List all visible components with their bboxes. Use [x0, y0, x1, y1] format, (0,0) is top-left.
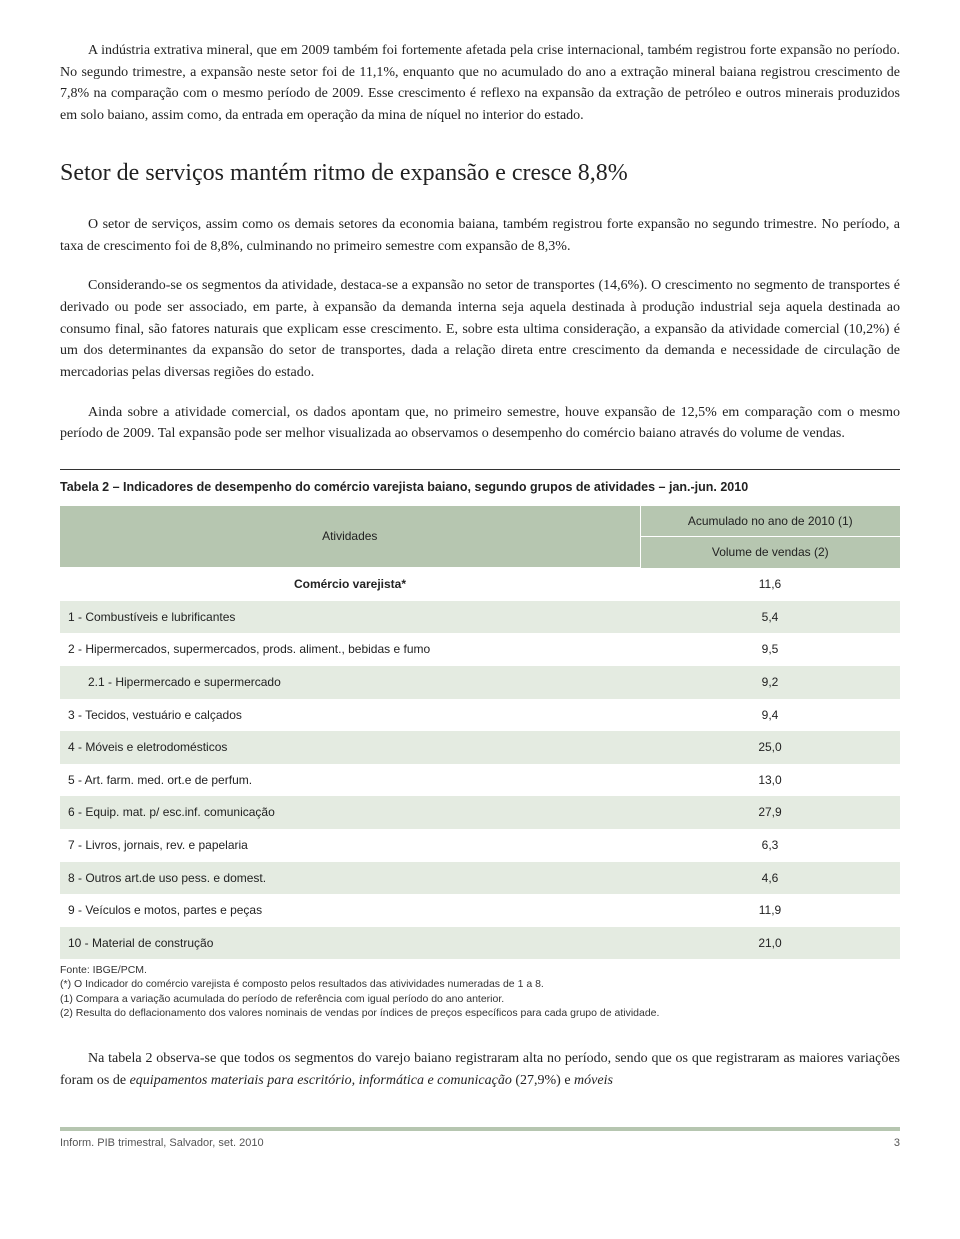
table-cell-label: 2 - Hipermercados, supermercados, prods.… — [60, 633, 640, 666]
table-row: 2.1 - Hipermercado e supermercado9,2 — [60, 666, 900, 699]
table-cell-label: 4 - Móveis e eletrodomésticos — [60, 731, 640, 764]
table-cell-value: 13,0 — [640, 764, 900, 797]
table-body: Atividades Acumulado no ano de 2010 (1) … — [60, 506, 900, 960]
footer-page-number: 3 — [894, 1135, 900, 1152]
closing-text-b: (27,9%) e — [512, 1073, 574, 1088]
table-cell-value: 21,0 — [640, 927, 900, 960]
table-row: 2 - Hipermercados, supermercados, prods.… — [60, 633, 900, 666]
table-cell-label: 7 - Livros, jornais, rev. e papelaria — [60, 829, 640, 862]
paragraph-4: Ainda sobre a atividade comercial, os da… — [60, 402, 900, 445]
table-header-activities: Atividades — [60, 506, 640, 568]
table-cell-label: 6 - Equip. mat. p/ esc.inf. comunicação — [60, 796, 640, 829]
table-cell-label: 1 - Combustíveis e lubrificantes — [60, 601, 640, 634]
table-row: 3 - Tecidos, vestuário e calçados9,4 — [60, 699, 900, 732]
table-row: 8 - Outros art.de uso pess. e domest.4,6 — [60, 862, 900, 895]
footnote-line: (*) O Indicador do comércio varejista é … — [60, 977, 900, 991]
table-footnotes: Fonte: IBGE/PCM.(*) O Indicador do comér… — [60, 963, 900, 1020]
table-cell-value: 27,9 — [640, 796, 900, 829]
closing-em-2: móveis — [574, 1073, 613, 1088]
table-cell-value: 9,5 — [640, 633, 900, 666]
table-header-volume: Volume de vendas (2) — [640, 537, 900, 568]
table-row: 10 - Material de construção21,0 — [60, 927, 900, 960]
paragraph-2: O setor de serviços, assim como os demai… — [60, 214, 900, 257]
table-cell-value: 9,4 — [640, 699, 900, 732]
footnote-line: (1) Compara a variação acumulada do perí… — [60, 992, 900, 1006]
table-cell-label: 9 - Veículos e motos, partes e peças — [60, 894, 640, 927]
table-row: 4 - Móveis e eletrodomésticos25,0 — [60, 731, 900, 764]
footer-left: Inform. PIB trimestral, Salvador, set. 2… — [60, 1135, 264, 1152]
table-cell-label: 2.1 - Hipermercado e supermercado — [60, 666, 640, 699]
table-row: Comércio varejista*11,6 — [60, 568, 900, 601]
table-cell-value: 9,2 — [640, 666, 900, 699]
table-2: Tabela 2 – Indicadores de desempenho do … — [60, 469, 900, 1020]
table-header-accum: Acumulado no ano de 2010 (1) — [640, 506, 900, 537]
table-cell-value: 5,4 — [640, 601, 900, 634]
table-cell-label: 8 - Outros art.de uso pess. e domest. — [60, 862, 640, 895]
paragraph-1: A indústria extrativa mineral, que em 20… — [60, 40, 900, 127]
table-row: 1 - Combustíveis e lubrificantes5,4 — [60, 601, 900, 634]
table-cell-value: 25,0 — [640, 731, 900, 764]
table-cell-value: 6,3 — [640, 829, 900, 862]
table-row: 5 - Art. farm. med. ort.e de perfum.13,0 — [60, 764, 900, 797]
table-row: 7 - Livros, jornais, rev. e papelaria6,3 — [60, 829, 900, 862]
footnote-line: (2) Resulta do deflacionamento dos valor… — [60, 1006, 900, 1020]
table-cell-value: 11,9 — [640, 894, 900, 927]
table-title: Tabela 2 – Indicadores de desempenho do … — [60, 470, 900, 505]
table-cell-label: 10 - Material de construção — [60, 927, 640, 960]
table-cell-value: 11,6 — [640, 568, 900, 601]
section-heading: Setor de serviços mantém ritmo de expans… — [60, 155, 900, 192]
closing-paragraph: Na tabela 2 observa-se que todos os segm… — [60, 1048, 900, 1091]
table-cell-label: Comércio varejista* — [60, 568, 640, 601]
table-cell-label: 5 - Art. farm. med. ort.e de perfum. — [60, 764, 640, 797]
table-row: 6 - Equip. mat. p/ esc.inf. comunicação2… — [60, 796, 900, 829]
table-cell-label: 3 - Tecidos, vestuário e calçados — [60, 699, 640, 732]
table-row: 9 - Veículos e motos, partes e peças11,9 — [60, 894, 900, 927]
closing-em-1: equipamentos materiais para escritório, … — [130, 1073, 512, 1088]
paragraph-3: Considerando-se os segmentos da atividad… — [60, 275, 900, 383]
footnote-line: Fonte: IBGE/PCM. — [60, 963, 900, 977]
table-cell-value: 4,6 — [640, 862, 900, 895]
page-footer: Inform. PIB trimestral, Salvador, set. 2… — [60, 1127, 900, 1152]
